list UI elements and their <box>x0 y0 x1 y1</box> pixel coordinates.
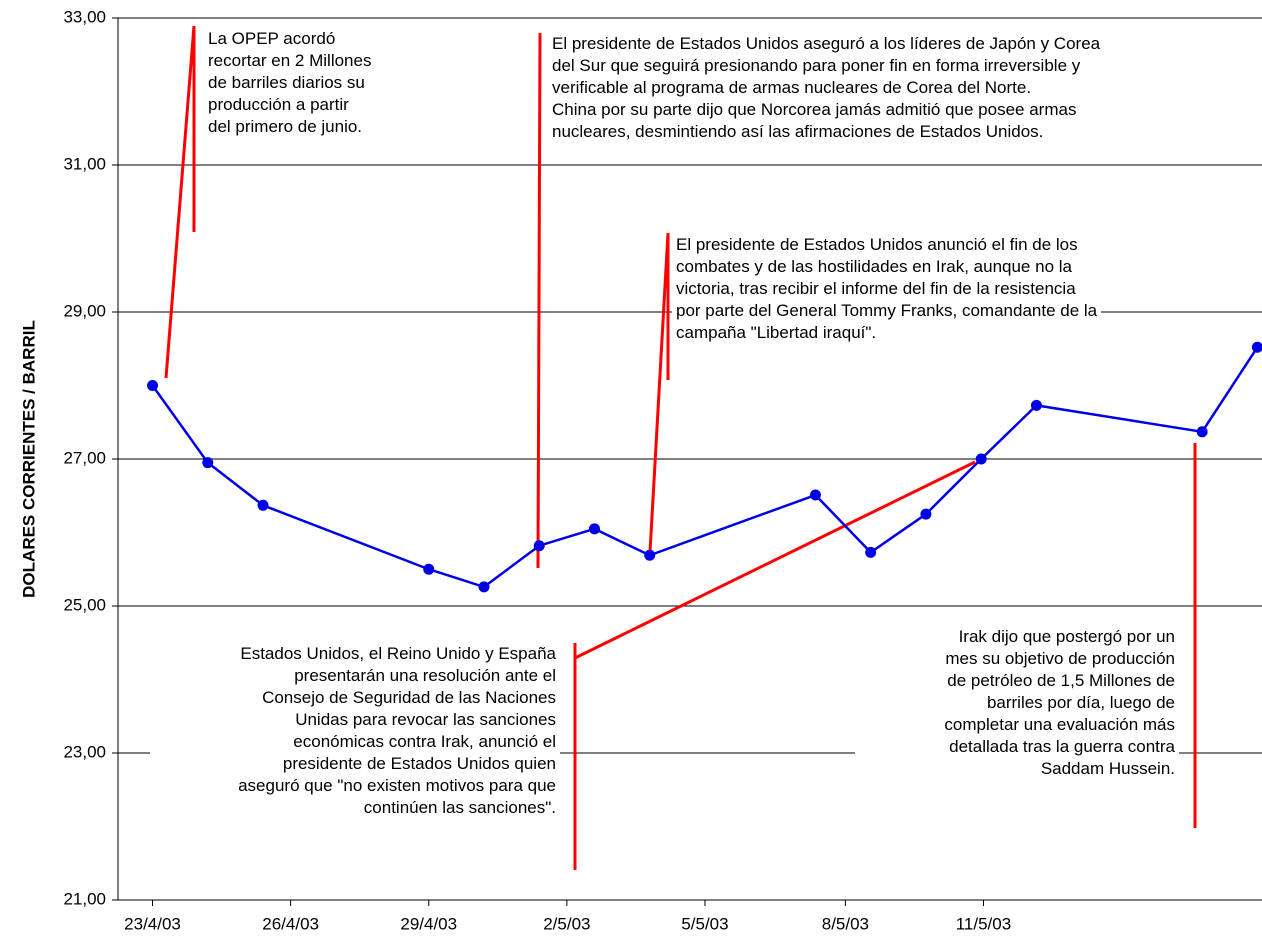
annotation-line: de barriles diarios su <box>208 73 365 92</box>
annotation-line: producción a partir <box>208 95 349 114</box>
annotation-line: China por su parte dijo que Norcorea jam… <box>552 100 1077 119</box>
annotation-line: Consejo de Seguridad de las Naciones <box>262 688 556 707</box>
annotation-line: del primero de junio. <box>208 117 363 136</box>
annotation-line: El presidente de Estados Unidos anunció … <box>676 235 1078 254</box>
y-tick-label: 33,00 <box>63 7 106 26</box>
y-tick-label: 25,00 <box>63 595 106 614</box>
annotation-line: de petróleo de 1,5 Millones de <box>947 671 1175 690</box>
annotation-line: barriles por día, luego de <box>986 693 1175 712</box>
annotation-line: mes su objetivo de producción <box>945 649 1175 668</box>
annotation-line: por parte del General Tommy Franks, coma… <box>676 301 1098 320</box>
annotation-line: Unidas para revocar las sanciones <box>295 710 556 729</box>
x-tick-label: 2/5/03 <box>543 914 590 933</box>
annotation-line: combates y de las hostilidades en Irak, … <box>676 257 1072 276</box>
annotation-line: aseguró que "no existen motivos para que <box>238 776 556 795</box>
annotation-line: del Sur que seguirá presionando para pon… <box>552 56 1081 75</box>
annotation: El presidente de Estados Unidos anunció … <box>672 234 1102 344</box>
x-tick-label: 8/5/03 <box>822 914 869 933</box>
annotation: Irak dijo que postergó por un mes su obje… <box>855 626 1179 780</box>
annotation-line: recortar en 2 Millones <box>208 51 372 70</box>
x-tick-label: 29/4/03 <box>400 914 457 933</box>
annotation: La OPEP acordó recortar en 2 Millones de b… <box>204 28 376 138</box>
y-axis-label: DOLARES CORRIENTES / BARRIL <box>19 320 38 598</box>
y-tick-label: 23,00 <box>63 742 106 761</box>
annotation-line: campaña "Libertad iraquí". <box>676 323 877 342</box>
annotation-line: Irak dijo que postergó por un <box>958 627 1175 646</box>
annotation-line: presidente de Estados Unidos quien <box>282 754 556 773</box>
x-tick-label: 26/4/03 <box>262 914 319 933</box>
annotation-line: Saddam Hussein. <box>1040 759 1175 778</box>
annotation: Estados Unidos, el Reino Unido y España p… <box>150 643 560 819</box>
annotation-line: El presidente de Estados Unidos aseguró … <box>552 34 1101 53</box>
annotation-line: nucleares, desmintiendo así las afirmaci… <box>552 122 1044 141</box>
y-tick-label: 21,00 <box>63 889 106 908</box>
annotation-line: victoria, tras recibir el informe del fi… <box>676 279 1076 298</box>
annotation-line: Estados Unidos, el Reino Unido y España <box>240 644 556 663</box>
annotation-line: completar una evaluación más <box>944 715 1175 734</box>
y-tick-label: 31,00 <box>63 154 106 173</box>
annotation: El presidente de Estados Unidos aseguró … <box>548 33 1105 143</box>
annotation-line: verificable al programa de armas nuclear… <box>552 78 1032 97</box>
annotation-line: continúen las sanciones". <box>363 798 556 817</box>
x-tick-label: 23/4/03 <box>124 914 181 933</box>
y-tick-label: 29,00 <box>63 301 106 320</box>
annotation-line: detallada tras la guerra contra <box>949 737 1175 756</box>
annotation-line: La OPEP acordó <box>208 29 336 48</box>
y-tick-label: 27,00 <box>63 448 106 467</box>
annotation-line: económicas contra Irak, anunció el <box>293 732 556 751</box>
annotation-line: presentarán una resolución ante el <box>294 666 556 685</box>
x-tick-label: 5/5/03 <box>681 914 728 933</box>
x-tick-label: 11/5/03 <box>956 914 1011 933</box>
